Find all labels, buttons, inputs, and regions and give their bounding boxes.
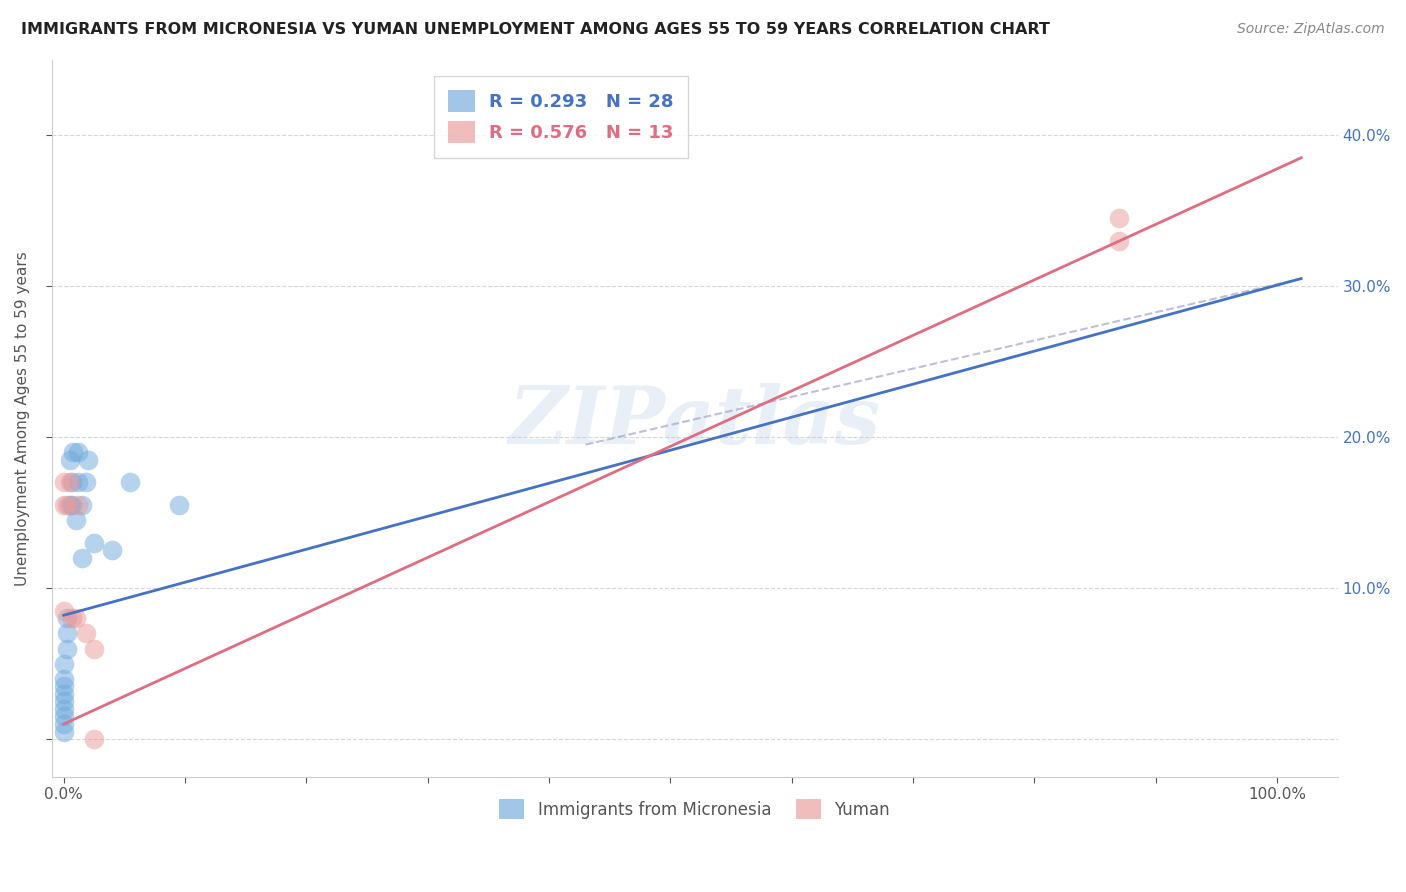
Point: [65, 513, 87, 527]
Point: [1108, 234, 1130, 248]
Point: [52, 604, 75, 618]
Point: [60, 611, 83, 625]
Legend: Immigrants from Micronesia, Yuman: Immigrants from Micronesia, Yuman: [492, 792, 897, 826]
Text: IMMIGRANTS FROM MICRONESIA VS YUMAN UNEMPLOYMENT AMONG AGES 55 TO 59 YEARS CORRE: IMMIGRANTS FROM MICRONESIA VS YUMAN UNEM…: [21, 22, 1050, 37]
Point: [67, 475, 90, 490]
Point: [52, 724, 75, 739]
Point: [60, 498, 83, 512]
Point: [59, 498, 82, 512]
Point: [52, 694, 75, 708]
Point: [120, 475, 142, 490]
Point: [52, 709, 75, 723]
Point: [67, 445, 90, 459]
Point: [65, 611, 87, 625]
Point: [1108, 211, 1130, 226]
Point: [77, 452, 100, 467]
Point: [52, 717, 75, 731]
Text: ZIPatlas: ZIPatlas: [509, 384, 880, 461]
Point: [75, 475, 97, 490]
Point: [52, 679, 75, 693]
Point: [67, 498, 90, 512]
Point: [70, 550, 93, 565]
Point: [83, 536, 105, 550]
Point: [52, 702, 75, 716]
Point: [56, 641, 79, 656]
Point: [83, 641, 105, 656]
Point: [167, 498, 190, 512]
Point: [52, 475, 75, 490]
Point: [59, 475, 82, 490]
Point: [52, 672, 75, 686]
Point: [56, 611, 79, 625]
Point: [52, 498, 75, 512]
Y-axis label: Unemployment Among Ages 55 to 59 years: Unemployment Among Ages 55 to 59 years: [15, 251, 30, 586]
Point: [56, 626, 79, 640]
Point: [75, 626, 97, 640]
Point: [83, 732, 105, 747]
Point: [60, 475, 83, 490]
Point: [62, 445, 84, 459]
Point: [59, 452, 82, 467]
Point: [70, 498, 93, 512]
Text: Source: ZipAtlas.com: Source: ZipAtlas.com: [1237, 22, 1385, 37]
Point: [56, 498, 79, 512]
Point: [101, 543, 124, 558]
Point: [52, 657, 75, 671]
Point: [52, 687, 75, 701]
